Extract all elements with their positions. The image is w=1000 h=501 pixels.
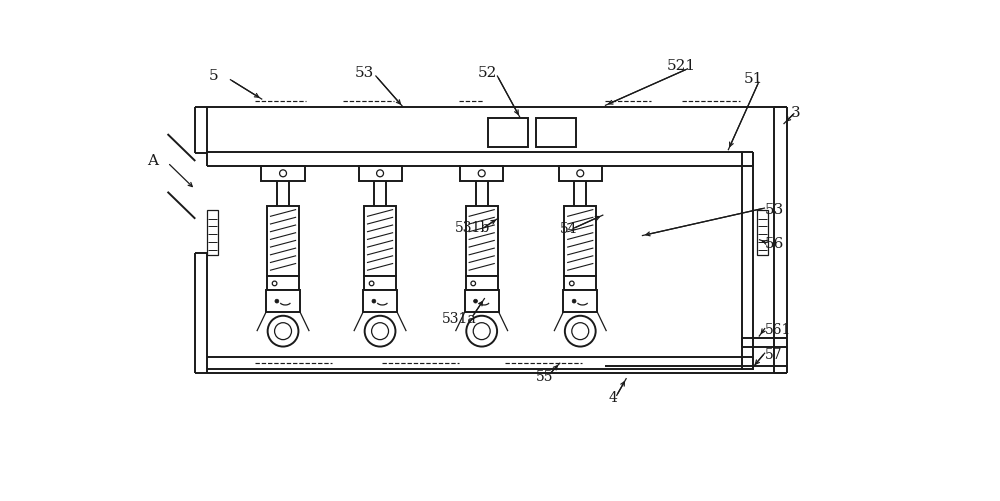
- Circle shape: [473, 323, 490, 340]
- Bar: [207, 210, 218, 255]
- Circle shape: [372, 299, 376, 303]
- Circle shape: [572, 323, 589, 340]
- Circle shape: [572, 299, 576, 303]
- Bar: [465, 291, 499, 312]
- Text: 54: 54: [560, 222, 578, 236]
- Text: 53: 53: [355, 66, 374, 80]
- Bar: [460, 166, 503, 181]
- Text: 521: 521: [666, 59, 696, 73]
- Bar: [563, 291, 597, 312]
- Text: 52: 52: [478, 66, 497, 80]
- Text: A: A: [147, 154, 158, 168]
- Circle shape: [577, 170, 584, 177]
- Text: 531a: 531a: [442, 312, 476, 326]
- Bar: [536, 118, 576, 147]
- Bar: [466, 205, 498, 277]
- Bar: [364, 277, 396, 291]
- Circle shape: [280, 170, 287, 177]
- Text: 57: 57: [765, 348, 783, 362]
- Text: 561: 561: [765, 323, 791, 337]
- Bar: [363, 291, 397, 312]
- Text: 51: 51: [744, 72, 763, 86]
- Bar: [564, 277, 596, 291]
- Bar: [757, 210, 768, 255]
- Text: 56: 56: [765, 237, 784, 251]
- Text: 5: 5: [208, 69, 218, 83]
- Text: 55: 55: [536, 370, 553, 384]
- Bar: [381, 291, 396, 304]
- Circle shape: [474, 299, 477, 303]
- Text: 3: 3: [791, 106, 801, 120]
- Circle shape: [569, 281, 574, 286]
- Bar: [261, 166, 305, 181]
- Bar: [466, 277, 498, 291]
- Text: 531b: 531b: [455, 221, 490, 235]
- Circle shape: [466, 316, 497, 347]
- Bar: [267, 277, 299, 291]
- Bar: [284, 291, 299, 304]
- Circle shape: [365, 316, 395, 347]
- Circle shape: [471, 281, 476, 286]
- Circle shape: [369, 281, 374, 286]
- Bar: [358, 166, 402, 181]
- Bar: [364, 205, 396, 277]
- Bar: [267, 205, 299, 277]
- Circle shape: [275, 299, 279, 303]
- Circle shape: [272, 281, 277, 286]
- Text: 4: 4: [609, 391, 618, 405]
- Circle shape: [372, 323, 389, 340]
- Bar: [559, 166, 602, 181]
- Circle shape: [478, 170, 485, 177]
- Circle shape: [275, 323, 292, 340]
- Bar: [266, 291, 300, 312]
- Bar: [488, 118, 528, 147]
- Text: 53: 53: [765, 203, 784, 217]
- Circle shape: [565, 316, 596, 347]
- Bar: [581, 291, 596, 304]
- Bar: [482, 291, 498, 304]
- Bar: [564, 205, 596, 277]
- Circle shape: [268, 316, 298, 347]
- Circle shape: [377, 170, 384, 177]
